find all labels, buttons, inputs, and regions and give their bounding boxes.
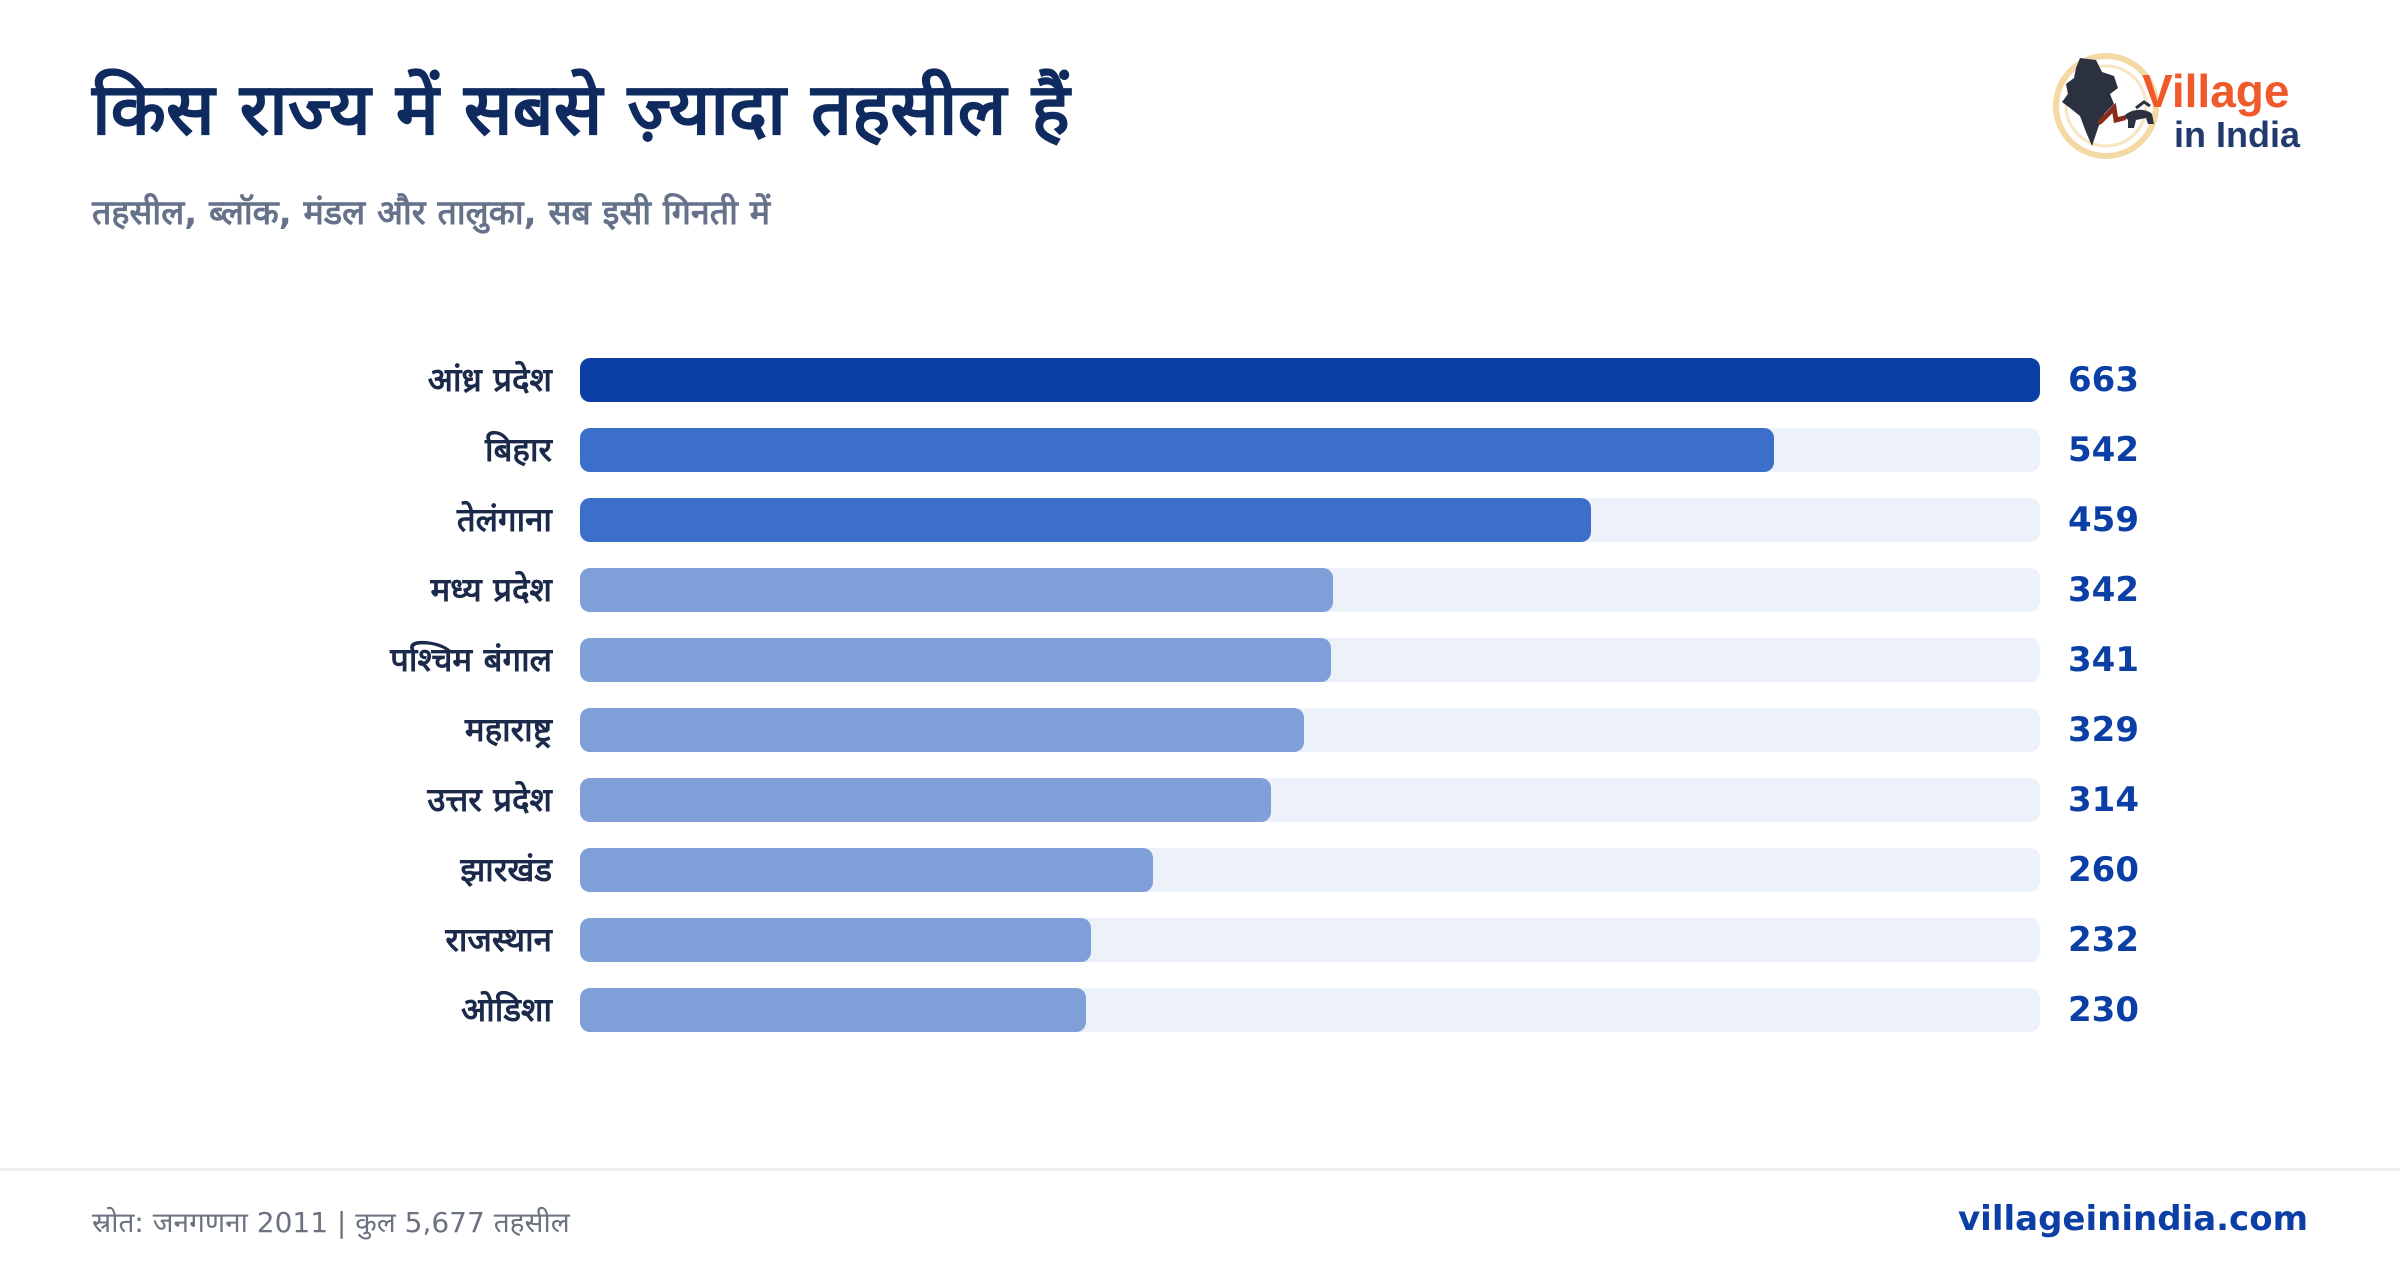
category-label: राजस्थान — [445, 920, 552, 959]
bar[interactable] — [580, 498, 1591, 542]
category-label: तेलंगाना — [456, 500, 552, 539]
category-label: आंध्र प्रदेश — [427, 360, 552, 399]
value-label: 341 — [2068, 640, 2139, 680]
value-label: 342 — [2068, 570, 2139, 610]
source-note: स्रोत: जनगणना 2011 | कुल 5,677 तहसील — [92, 1206, 570, 1239]
india-map-plough-icon — [2053, 53, 2159, 159]
category-label: महाराष्ट्र — [464, 710, 552, 749]
bar[interactable] — [580, 848, 1153, 892]
category-label: पश्चिम बंगाल — [390, 640, 552, 679]
logo-wordmark-village: Village — [2142, 65, 2290, 117]
logo-wordmark-in-india: in India — [2174, 114, 2300, 155]
bar[interactable] — [580, 638, 1331, 682]
bar[interactable] — [580, 778, 1271, 822]
bar[interactable] — [580, 708, 1304, 752]
category-label: उत्तर प्रदेश — [427, 780, 552, 819]
value-label: 260 — [2068, 850, 2139, 890]
category-label: झारखंड — [460, 850, 552, 889]
value-label: 314 — [2068, 780, 2139, 820]
category-label: मध्य प्रदेश — [430, 570, 552, 609]
value-label: 542 — [2068, 430, 2139, 470]
category-label: बिहार — [485, 430, 552, 469]
value-label: 230 — [2068, 990, 2139, 1030]
bar[interactable] — [580, 988, 1086, 1032]
value-label: 329 — [2068, 710, 2139, 750]
bar[interactable] — [580, 428, 1774, 472]
bar[interactable] — [580, 358, 2040, 402]
bar[interactable] — [580, 568, 1333, 612]
bar[interactable] — [580, 918, 1091, 962]
village-in-india-logo[interactable]: Village in India — [2040, 50, 2340, 170]
value-label: 663 — [2068, 360, 2139, 400]
footer-divider — [0, 1168, 2400, 1171]
chart-title: किस राज्य में सबसे ज़्यादा तहसील हैं — [92, 67, 1070, 151]
value-label: 232 — [2068, 920, 2139, 960]
chart-subtitle: तहसील, ब्लॉक, मंडल और तालुका, सब इसी गिन… — [92, 193, 771, 233]
value-label: 459 — [2068, 500, 2139, 540]
category-label: ओडिशा — [461, 990, 552, 1029]
website-link[interactable]: villageinindia.com — [1958, 1199, 2308, 1239]
